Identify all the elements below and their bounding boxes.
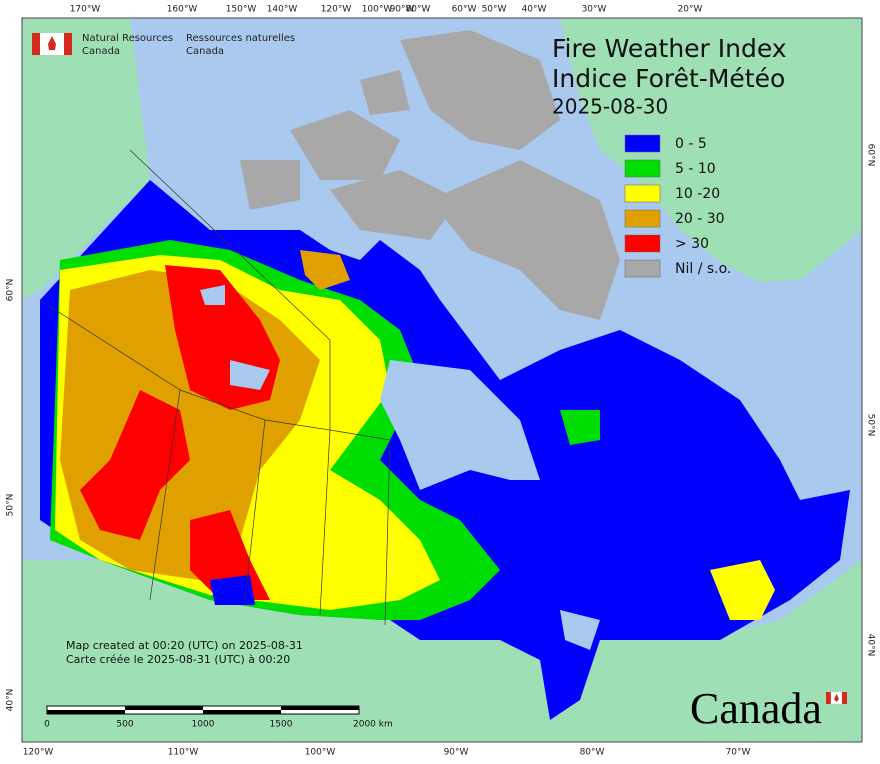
org-name: Natural Resources — [82, 33, 173, 44]
lon-label: 100°W — [362, 5, 393, 15]
legend-swatch — [624, 209, 661, 228]
lon-label: 60°W — [452, 5, 477, 15]
legend-label: 10 -20 — [675, 186, 720, 202]
map-frame — [21, 17, 863, 743]
legend-swatch — [624, 159, 661, 178]
lon-label: 50°W — [482, 5, 507, 15]
org-name: Canada — [186, 46, 224, 57]
scale-label: 2000 km — [353, 720, 393, 730]
lon-label: 40°W — [522, 5, 547, 15]
lon-label: 170°W — [70, 5, 101, 15]
legend-label: 5 - 10 — [675, 161, 716, 177]
lon-label: 120°W — [321, 5, 352, 15]
lon-label: 100°W — [305, 748, 336, 758]
map-title: Fire Weather Index — [552, 34, 787, 63]
lon-label: 150°W — [226, 5, 257, 15]
lon-label: 20°W — [678, 5, 703, 15]
legend-swatch — [624, 234, 661, 253]
legend-swatch — [624, 134, 661, 153]
logo-flag — [32, 33, 72, 55]
wordmark: Canada — [690, 684, 822, 733]
lat-label: 40°N — [6, 689, 16, 712]
lon-label: 90°W — [390, 5, 415, 15]
lat-label: 50°N — [866, 414, 876, 437]
map-title: Indice Forêt-Météo — [552, 64, 785, 93]
lat-label: 60°N — [866, 144, 876, 167]
lakes — [200, 285, 600, 650]
map-date: 2025-08-30 — [552, 95, 668, 119]
lat-label: 40°N — [866, 634, 876, 657]
scale-label: 500 — [116, 720, 133, 730]
lon-label: 160°W — [167, 5, 198, 15]
legend-label: 0 - 5 — [675, 136, 707, 152]
org-name: Ressources naturelles — [186, 33, 295, 44]
wordmark-flag — [826, 691, 847, 705]
lon-label: 30°W — [582, 5, 607, 15]
legend-label: Nil / s.o. — [675, 261, 731, 277]
boundaries — [39, 149, 391, 626]
legend-label: 20 - 30 — [675, 211, 725, 227]
scale-label: 0 — [44, 720, 50, 730]
credit: Carte créée le 2025-08-31 (UTC) à 00:20 — [66, 653, 290, 666]
lon-label: 80°W — [406, 5, 431, 15]
lon-label: 140°W — [267, 5, 298, 15]
lat-label: 60°N — [6, 279, 16, 302]
legend-swatch — [624, 259, 661, 278]
legend-swatch — [624, 184, 661, 203]
scale-label: 1500 — [270, 720, 293, 730]
land-foreign — [22, 18, 862, 742]
org-name: Canada — [82, 46, 120, 57]
legend-label: > 30 — [675, 236, 709, 252]
lon-label: 70°W — [726, 748, 751, 758]
lon-label: 120°W — [23, 748, 54, 758]
scale-label: 1000 — [192, 720, 215, 730]
lon-label: 90°W — [444, 748, 469, 758]
lon-label: 110°W — [168, 748, 199, 758]
credit: Map created at 00:20 (UTC) on 2025-08-31 — [66, 639, 303, 652]
lat-label: 50°N — [6, 494, 16, 517]
arctic-nil — [240, 30, 620, 320]
lon-label: 80°W — [580, 748, 605, 758]
scale-bar: 0 500 1000 1500 2000 km — [44, 705, 393, 730]
